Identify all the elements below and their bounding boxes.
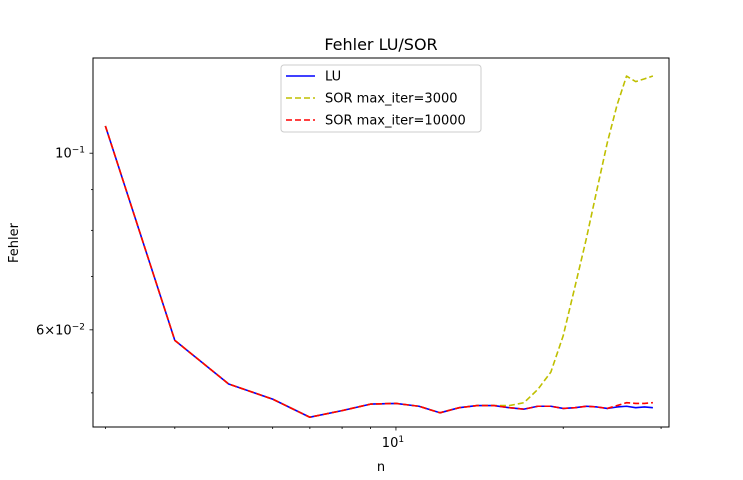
legend-label-1: LU [325, 70, 341, 85]
x-axis-label: n [377, 460, 385, 475]
legend: LU SOR max_iter=3000 SOR max_iter=10000 [280, 64, 482, 133]
ticks-layer: 101 10−1 6×10−2 [36, 146, 662, 451]
y-tick-label: 10−1 [55, 146, 85, 162]
y-axis-label: Fehler [7, 222, 22, 263]
legend-label-2: SOR max_iter=3000 [325, 92, 458, 107]
x-tick-label: 101 [382, 435, 404, 451]
series-layer [104, 75, 654, 419]
legend-box [280, 64, 482, 133]
series-line-2 [104, 75, 654, 419]
plot-area-frame [92, 57, 670, 428]
legend-label-3: SOR max_iter=10000 [325, 114, 466, 129]
series-line-3 [104, 125, 653, 419]
chart-title: Fehler LU/SOR [324, 35, 437, 54]
y-tick-label: 6×10−2 [36, 322, 85, 338]
